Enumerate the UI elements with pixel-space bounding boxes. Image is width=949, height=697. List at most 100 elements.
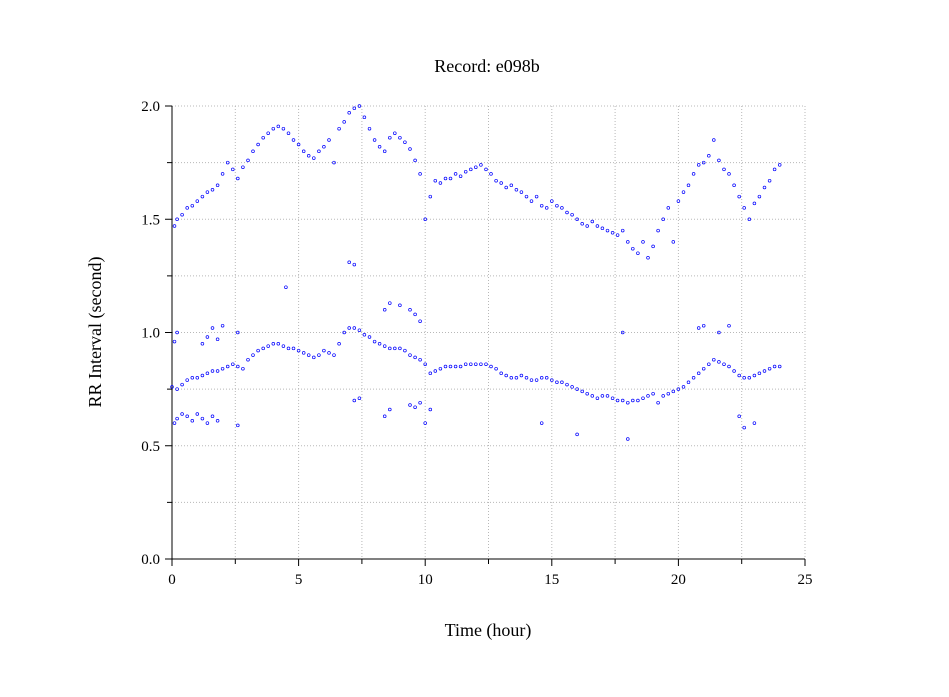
- data-point: [707, 154, 711, 158]
- data-point: [190, 376, 195, 380]
- data-point: [337, 342, 341, 346]
- data-point: [322, 348, 326, 353]
- data-point: [539, 376, 544, 380]
- data-point: [590, 394, 595, 398]
- data-point: [479, 163, 483, 167]
- data-point: [575, 432, 579, 437]
- data-point: [676, 199, 681, 203]
- data-point: [600, 226, 605, 231]
- data-point: [696, 371, 701, 376]
- data-point: [732, 183, 736, 188]
- data-point: [560, 380, 564, 385]
- data-point: [271, 126, 276, 131]
- data-point: [367, 335, 372, 339]
- data-point: [737, 194, 741, 199]
- x-tick-label: 25: [798, 572, 813, 588]
- data-point: [337, 126, 341, 131]
- data-point: [727, 172, 731, 176]
- data-point: [251, 353, 255, 357]
- data-point: [413, 405, 417, 409]
- series-upper-cluster-points: [172, 301, 731, 346]
- data-point: [575, 387, 579, 391]
- data-point: [489, 364, 493, 369]
- data-point: [636, 398, 640, 403]
- data-point: [499, 181, 503, 185]
- data-point: [170, 385, 174, 389]
- data-point: [701, 160, 706, 165]
- data-point: [210, 188, 215, 192]
- data-point: [458, 364, 463, 369]
- data-point: [595, 224, 600, 228]
- y-tick-label: 0.0: [141, 552, 160, 568]
- data-point: [747, 376, 752, 380]
- data-point: [747, 217, 752, 222]
- data-point: [241, 366, 245, 371]
- data-point: [489, 172, 493, 176]
- data-point: [458, 174, 463, 178]
- data-point: [636, 251, 640, 255]
- data-point: [550, 378, 554, 382]
- data-point: [550, 199, 554, 203]
- data-point: [544, 206, 549, 210]
- data-point: [271, 342, 276, 346]
- data-point: [717, 158, 721, 163]
- data-point: [767, 366, 772, 371]
- data-point: [306, 353, 311, 357]
- data-point: [241, 165, 245, 169]
- data-point: [185, 206, 189, 210]
- data-point: [312, 156, 316, 160]
- data-point: [757, 371, 762, 376]
- data-point: [646, 256, 650, 260]
- data-point: [423, 217, 427, 222]
- data-point: [701, 366, 706, 371]
- data-point: [291, 346, 296, 351]
- data-point: [484, 167, 488, 172]
- data-point: [393, 131, 397, 135]
- data-point: [200, 373, 205, 378]
- data-point: [236, 364, 240, 369]
- data-point: [220, 323, 225, 328]
- data-point: [509, 376, 514, 380]
- data-point: [453, 172, 458, 176]
- data-point: [433, 178, 438, 183]
- data-point: [418, 319, 422, 323]
- data-point: [742, 376, 746, 380]
- data-point: [641, 396, 645, 400]
- data-point: [393, 346, 397, 351]
- data-point: [200, 416, 205, 421]
- data-point: [656, 400, 660, 405]
- data-point: [418, 400, 422, 405]
- data-point: [256, 142, 260, 147]
- data-point: [474, 362, 478, 366]
- data-point: [312, 355, 316, 360]
- data-point: [681, 385, 686, 389]
- data-point: [777, 364, 782, 369]
- data-point: [762, 369, 767, 373]
- data-point: [286, 346, 291, 351]
- data-point: [499, 371, 503, 376]
- data-point: [691, 172, 696, 176]
- data-point: [398, 135, 402, 140]
- data-point: [362, 333, 367, 337]
- y-tick-label: 1.5: [141, 212, 160, 228]
- data-point: [362, 115, 367, 120]
- data-point: [180, 412, 184, 416]
- data-point: [200, 194, 205, 199]
- data-point: [469, 362, 473, 366]
- data-point: [752, 421, 757, 425]
- data-point: [423, 362, 427, 366]
- data-point: [737, 373, 741, 378]
- data-point: [752, 373, 757, 378]
- data-point: [560, 206, 564, 210]
- data-point: [205, 190, 210, 194]
- data-point: [367, 126, 372, 131]
- data-point: [225, 160, 230, 165]
- data-point: [284, 285, 288, 289]
- data-point: [514, 188, 519, 192]
- data-point: [666, 206, 671, 210]
- data-point: [463, 169, 468, 174]
- y-tick-label: 0.5: [141, 439, 160, 455]
- data-point: [519, 190, 524, 194]
- data-point: [438, 181, 443, 185]
- data-point: [332, 160, 336, 165]
